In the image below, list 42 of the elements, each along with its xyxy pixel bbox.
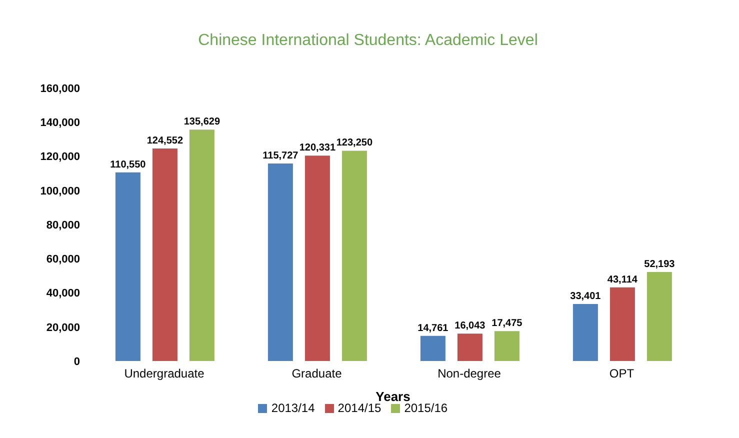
bar <box>304 156 330 361</box>
data-label: 135,629 <box>184 116 220 128</box>
bar <box>152 148 178 361</box>
data-label: 14,761 <box>418 322 449 334</box>
bar <box>268 164 293 361</box>
data-label: 124,552 <box>146 135 184 146</box>
y-tick-label: 140,000 <box>40 117 80 130</box>
bar <box>457 334 482 361</box>
y-tick-label: 20,000 <box>46 322 80 334</box>
data-label: 16,043 <box>454 320 486 332</box>
bar <box>115 172 140 361</box>
y-tick-label: 100,000 <box>40 185 80 198</box>
y-tick-label: 0 <box>74 356 80 368</box>
y-tick-label: 160,000 <box>40 82 80 95</box>
x-axis-title: Years <box>376 389 410 404</box>
data-label: 17,475 <box>492 318 523 330</box>
data-label: 33,401 <box>570 291 602 302</box>
data-label: 123,250 <box>336 138 373 149</box>
legend-label: 2015/16 <box>404 401 448 415</box>
y-tick-label: 40,000 <box>46 288 80 300</box>
x-tick-label: OPT <box>609 366 635 381</box>
bar <box>494 331 520 361</box>
legend-label: 2013/14 <box>271 401 315 415</box>
data-label: 43,114 <box>607 274 638 286</box>
x-tick-label: Undergraduate <box>124 366 205 381</box>
x-tick-label: Graduate <box>292 366 342 381</box>
data-label: 52,193 <box>644 258 676 270</box>
bar <box>420 336 446 361</box>
legend-label: 2014/15 <box>338 401 382 415</box>
data-label: 110,550 <box>110 159 146 170</box>
bar <box>342 150 367 361</box>
data-label: 120,331 <box>299 142 336 154</box>
x-tick-label: Non-degree <box>438 366 502 381</box>
y-tick-label: 80,000 <box>46 219 80 232</box>
y-tick-label: 120,000 <box>40 151 80 164</box>
bar <box>646 272 672 361</box>
bar <box>572 304 598 361</box>
data-label: 115,727 <box>262 150 299 162</box>
bar <box>610 287 635 361</box>
y-tick-label: 60,000 <box>46 254 80 266</box>
bar <box>189 130 214 361</box>
chart-title: Chinese International Students: Academic Level <box>197 31 539 49</box>
